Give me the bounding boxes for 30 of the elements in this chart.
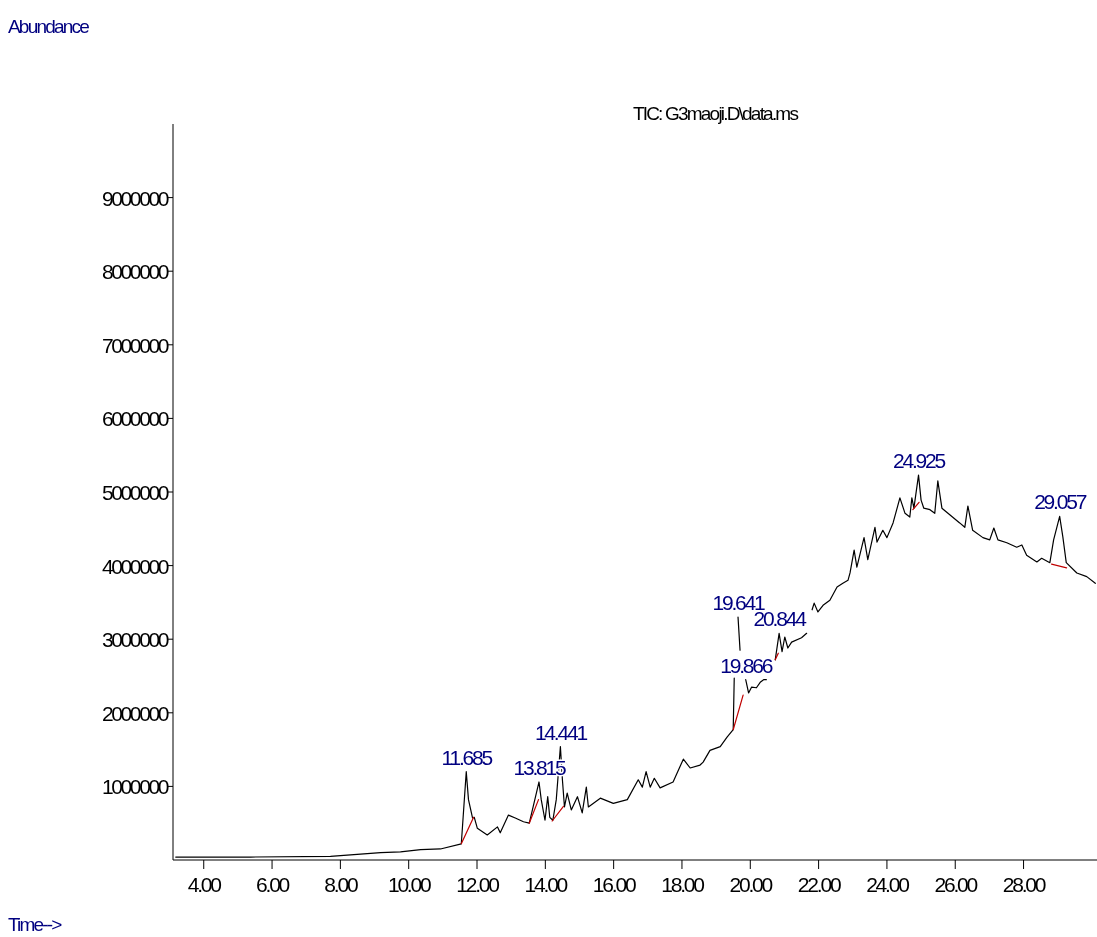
y-tick-label: 9000000: [102, 186, 169, 210]
annotation: 14.441: [534, 720, 588, 744]
x-tick-label: 6.00: [256, 873, 290, 896]
x-tick-label: 14.00: [524, 873, 568, 896]
x-tick-label: 28.00: [1002, 873, 1046, 896]
chart-title: TIC: G3maoji.D\data.ms: [632, 103, 799, 124]
y-axis-title: Abundance: [8, 16, 90, 37]
x-axis-title: Time-->: [8, 914, 63, 935]
y-tick-label: 7000000: [102, 333, 169, 357]
x-tick-label: 18.00: [661, 873, 705, 896]
x-tick-label: 8.00: [324, 873, 358, 896]
annotation: 24.925: [893, 449, 946, 473]
y-tick-label: 6000000: [102, 407, 169, 431]
x-tick-label: 26.00: [934, 873, 978, 896]
annotation: 29.057: [1034, 490, 1087, 514]
x-tick-label: 22.00: [797, 873, 841, 896]
annotation: 11.685: [441, 745, 493, 769]
y-tick-label: 8000000: [102, 260, 169, 284]
x-tick-label: 16.00: [592, 873, 636, 896]
y-tick-label: 3000000: [102, 628, 169, 652]
x-tick-label: 10.00: [387, 873, 431, 896]
x-tick-label: 24.00: [866, 873, 910, 896]
y-tick-label: 2000000: [102, 701, 169, 725]
annotation: 19.866: [720, 653, 773, 677]
x-tick-label: 4.00: [187, 873, 222, 896]
x-tick-label: 20.00: [729, 873, 773, 896]
y-tick-label: 4000000: [102, 554, 169, 578]
y-tick-label: 5000000: [102, 481, 169, 504]
x-tick-label: 12.00: [456, 873, 500, 896]
y-tick-label: 1000000: [102, 775, 169, 799]
